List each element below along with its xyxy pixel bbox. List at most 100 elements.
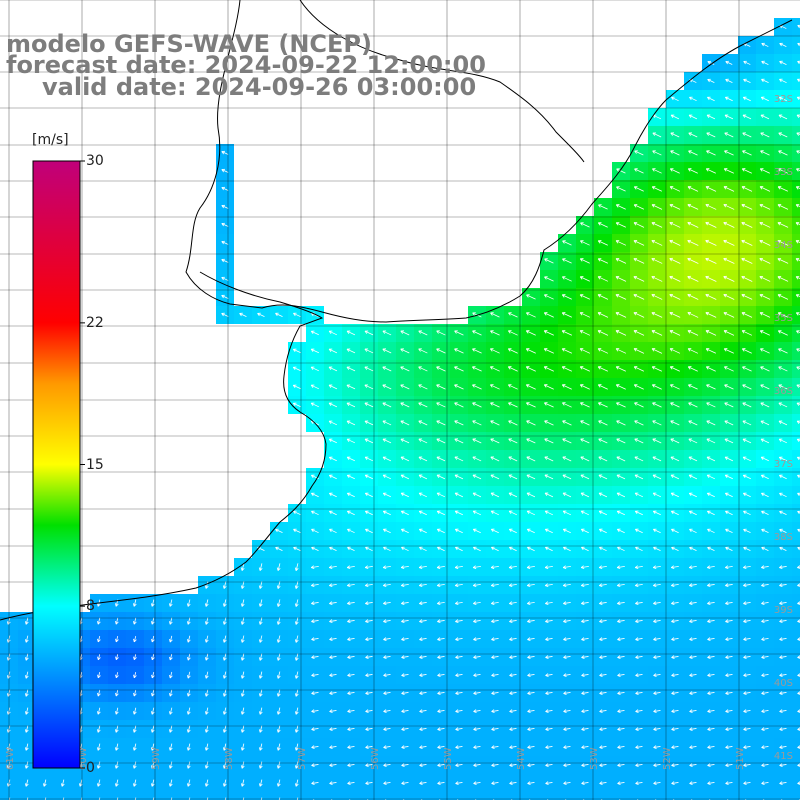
wind-arrow — [634, 474, 644, 480]
wind-arrow — [509, 745, 517, 750]
wind-arrow — [436, 528, 445, 534]
wind-arrow — [777, 312, 789, 318]
field-cell — [756, 792, 774, 800]
wind-arrow — [653, 781, 661, 786]
wind-arrow — [759, 275, 771, 282]
wind-arrow — [707, 510, 715, 516]
wind-arrow — [419, 763, 427, 768]
wind-arrow — [473, 763, 481, 768]
wind-arrow — [761, 78, 769, 84]
lon-label: 61W — [5, 747, 16, 770]
wind-arrow — [115, 654, 119, 661]
wind-arrow — [204, 617, 209, 625]
wind-arrow — [778, 438, 788, 444]
wind-arrow — [705, 275, 717, 282]
field-cell — [558, 792, 576, 800]
wind-arrow — [509, 655, 517, 660]
wind-arrow — [491, 691, 499, 696]
wind-arrow — [652, 438, 662, 444]
wind-arrow — [383, 637, 391, 642]
coastline-inland-border — [299, 0, 585, 163]
wind-arrow — [292, 366, 301, 372]
wind-arrow — [294, 743, 299, 751]
wind-arrow — [634, 150, 644, 156]
wind-arrow — [545, 763, 553, 768]
wind-arrow — [617, 691, 625, 696]
wind-arrow — [455, 673, 463, 678]
wind-arrow — [617, 781, 625, 786]
lon-label: 52W — [662, 747, 673, 770]
wind-arrow — [617, 709, 625, 714]
wind-arrow — [204, 743, 209, 751]
wind-arrow — [472, 528, 481, 534]
wind-arrow — [133, 617, 137, 625]
field-cell — [792, 414, 800, 432]
wind-arrow — [543, 384, 554, 390]
wind-arrow — [580, 528, 589, 534]
wind-arrow — [436, 583, 445, 588]
wind-arrow — [687, 203, 699, 210]
wind-arrow — [310, 330, 319, 336]
lon-label: 56W — [370, 747, 381, 770]
wind-arrow — [651, 293, 663, 300]
colorbar-unit-label: [m/s] — [32, 132, 69, 148]
wind-arrow — [743, 60, 751, 65]
wind-arrow — [615, 366, 627, 372]
wind-arrow — [60, 779, 65, 787]
wind-arrow — [329, 745, 337, 750]
wind-arrow — [401, 745, 409, 750]
wind-arrow — [383, 583, 391, 588]
wind-arrow — [509, 781, 517, 786]
lon-label: 53W — [589, 747, 600, 770]
wind-arrow — [401, 546, 409, 552]
wind-arrow — [508, 438, 518, 444]
wind-arrow — [759, 257, 771, 264]
wind-arrow — [616, 420, 626, 426]
wind-arrow — [544, 474, 554, 480]
wind-arrow — [472, 420, 482, 426]
wind-arrow — [724, 384, 734, 390]
field-cell — [612, 792, 630, 800]
wind-arrow — [597, 366, 609, 372]
wind-arrow — [562, 565, 571, 570]
wind-arrow — [24, 635, 29, 643]
wind-arrow — [634, 565, 643, 570]
wind-arrow — [328, 474, 337, 480]
field-cell — [324, 792, 342, 800]
wind-arrow — [796, 168, 800, 172]
wind-arrow — [598, 528, 607, 534]
wind-arrow — [454, 510, 463, 516]
wind-arrow — [598, 438, 608, 444]
wind-arrow — [688, 150, 698, 156]
wind-arrow — [741, 330, 753, 336]
wind-arrow — [436, 402, 446, 408]
wind-arrow — [472, 510, 481, 516]
wind-arrow — [742, 402, 752, 408]
wind-arrow — [491, 673, 499, 678]
wind-arrow — [652, 402, 662, 408]
wind-arrow — [579, 276, 590, 282]
wind-arrow — [382, 384, 392, 390]
wind-arrow — [635, 528, 643, 534]
wind-arrow — [491, 763, 499, 768]
wind-arrow — [472, 348, 482, 354]
wind-arrow — [150, 779, 155, 787]
wind-arrow — [651, 384, 662, 390]
wind-arrow — [527, 727, 535, 732]
field-cell — [792, 504, 800, 522]
wind-arrow — [705, 239, 717, 246]
field-cell — [738, 792, 756, 800]
wind-arrow — [616, 438, 626, 444]
wind-arrow — [382, 330, 392, 336]
wind-arrow — [96, 743, 101, 751]
wind-arrow — [455, 727, 463, 732]
wind-arrow — [204, 707, 209, 715]
wind-arrow — [328, 348, 338, 354]
wind-arrow — [671, 673, 679, 678]
wind-arrow — [778, 348, 788, 354]
wind-arrow — [329, 655, 337, 660]
lon-label: 55W — [443, 747, 454, 770]
wind-arrow — [419, 601, 427, 606]
wind-arrow — [310, 402, 319, 408]
colorbar-tick-0: 0 — [86, 760, 95, 776]
